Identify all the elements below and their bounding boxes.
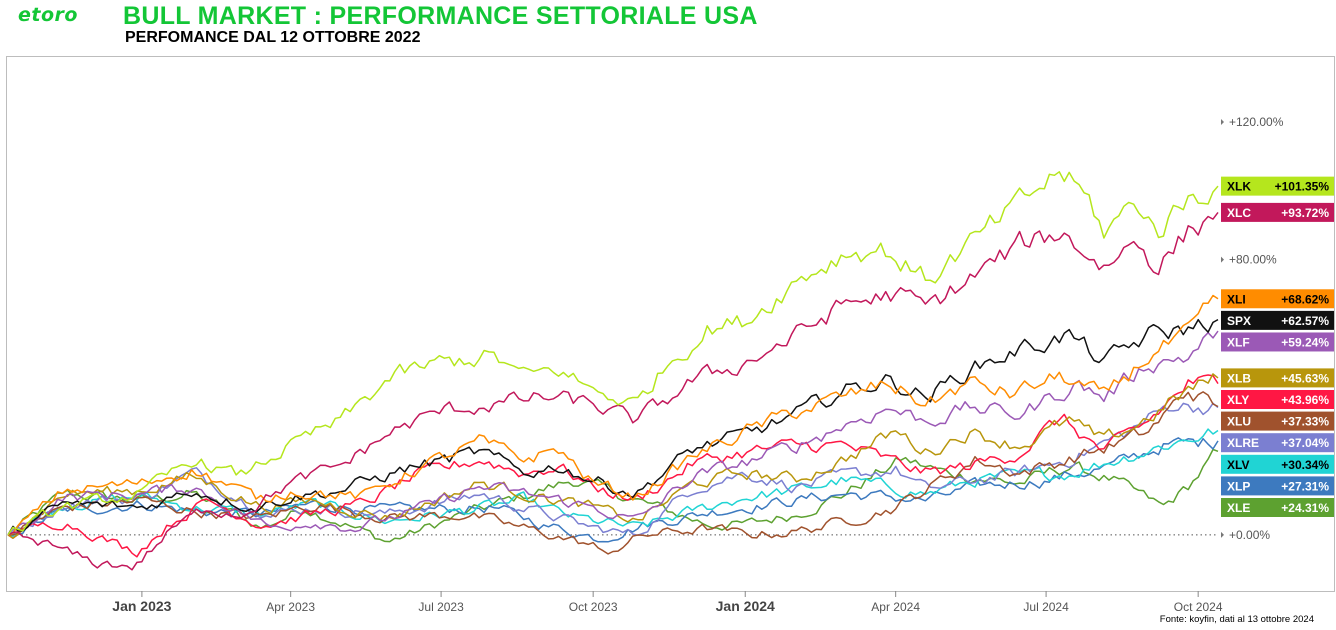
badge-name-xlv: XLV bbox=[1227, 458, 1249, 472]
x-tick-label: Jan 2023 bbox=[112, 598, 171, 614]
x-tick-label: Jul 2023 bbox=[418, 600, 464, 614]
etoro-logo: etoro bbox=[18, 4, 78, 26]
badge-name-xlf: XLF bbox=[1227, 335, 1250, 349]
badge-name-xlk: XLK bbox=[1227, 180, 1251, 194]
x-tick-label: Jan 2024 bbox=[716, 598, 775, 614]
badge-xlre bbox=[1221, 433, 1334, 453]
y-axis: +0.00% +80.00% +120.00% bbox=[1221, 115, 1284, 542]
chart-subtitle: PERFOMANCE DAL 12 OTTOBRE 2022 bbox=[125, 29, 421, 46]
badge-value-xlk: +101.35% bbox=[1275, 180, 1330, 194]
badge-name-xlre: XLRE bbox=[1227, 436, 1259, 450]
y-tick-label: +80.00% bbox=[1229, 253, 1277, 267]
badge-xlb bbox=[1221, 368, 1334, 388]
x-tick-label: Apr 2023 bbox=[266, 600, 315, 614]
badge-xlv bbox=[1221, 454, 1334, 474]
x-tick-label: Jul 2024 bbox=[1023, 600, 1069, 614]
badge-name-xle: XLE bbox=[1227, 501, 1250, 515]
series-line-xlf bbox=[7, 330, 1219, 536]
badge-xli bbox=[1221, 289, 1334, 309]
y-tick-label: +120.00% bbox=[1229, 115, 1284, 129]
series-line-xlu bbox=[8, 391, 1219, 555]
series-line-xlp bbox=[7, 437, 1219, 543]
badge-value-xlv: +30.34% bbox=[1281, 458, 1329, 472]
series-line-xly bbox=[7, 374, 1219, 558]
x-tick-label: Apr 2024 bbox=[871, 600, 920, 614]
y-tick-mark bbox=[1221, 531, 1224, 538]
badge-name-spx: SPX bbox=[1227, 314, 1251, 328]
x-axis: Jan 2023 Apr 2023 Jul 2023 Oct 2023 Jan 2024… bbox=[112, 591, 1223, 614]
badge-value-xli: +68.62% bbox=[1281, 292, 1329, 306]
y-tick-mark bbox=[1221, 256, 1224, 263]
badge-value-spx: +62.57% bbox=[1281, 314, 1329, 328]
series-line-xlv bbox=[7, 428, 1219, 538]
series-layer bbox=[7, 171, 1219, 571]
series-line-xlk bbox=[7, 171, 1219, 536]
badge-name-xly: XLY bbox=[1227, 393, 1249, 407]
badge-value-xlc: +93.72% bbox=[1281, 206, 1329, 220]
y-tick-label: +0.00% bbox=[1229, 528, 1270, 542]
value-badges: XLK +101.35% XLC +93.72% XLI +68.62% SPX +62.57… bbox=[1221, 176, 1334, 517]
series-line-xli bbox=[7, 294, 1219, 536]
badge-xle bbox=[1221, 497, 1334, 517]
badge-xlc bbox=[1221, 202, 1334, 222]
badge-value-xle: +24.31% bbox=[1281, 501, 1329, 515]
source-note: Fonte: koyfin, dati al 13 ottobre 2024 bbox=[1159, 614, 1314, 625]
chart-frame bbox=[6, 56, 1335, 592]
badge-spx bbox=[1221, 310, 1334, 330]
x-tick-label: Oct 2024 bbox=[1174, 600, 1223, 614]
badge-xlk bbox=[1221, 176, 1334, 196]
badge-name-xli: XLI bbox=[1227, 292, 1246, 306]
badge-value-xlu: +37.33% bbox=[1281, 415, 1329, 429]
badge-name-xlc: XLC bbox=[1227, 206, 1251, 220]
chart-title: BULL MARKET : PERFORMANCE SETTORIALE USA bbox=[123, 2, 758, 30]
badge-name-xlb: XLB bbox=[1227, 371, 1251, 385]
badge-value-xlp: +27.31% bbox=[1281, 479, 1329, 493]
badge-name-xlp: XLP bbox=[1227, 479, 1250, 493]
series-line-xlc bbox=[7, 211, 1219, 571]
series-line-spx bbox=[7, 318, 1219, 536]
badge-xly bbox=[1221, 389, 1334, 409]
badge-value-xly: +43.96% bbox=[1281, 393, 1329, 407]
badge-value-xlre: +37.04% bbox=[1281, 436, 1329, 450]
badge-name-xlu: XLU bbox=[1227, 415, 1251, 429]
series-line-xlb bbox=[7, 373, 1219, 539]
badge-xlu bbox=[1221, 411, 1334, 431]
badge-xlf bbox=[1221, 332, 1334, 352]
badge-value-xlb: +45.63% bbox=[1281, 371, 1329, 385]
x-tick-label: Oct 2023 bbox=[569, 600, 618, 614]
badge-value-xlf: +59.24% bbox=[1281, 335, 1329, 349]
y-tick-mark bbox=[1221, 118, 1224, 125]
badge-xlp bbox=[1221, 476, 1334, 496]
